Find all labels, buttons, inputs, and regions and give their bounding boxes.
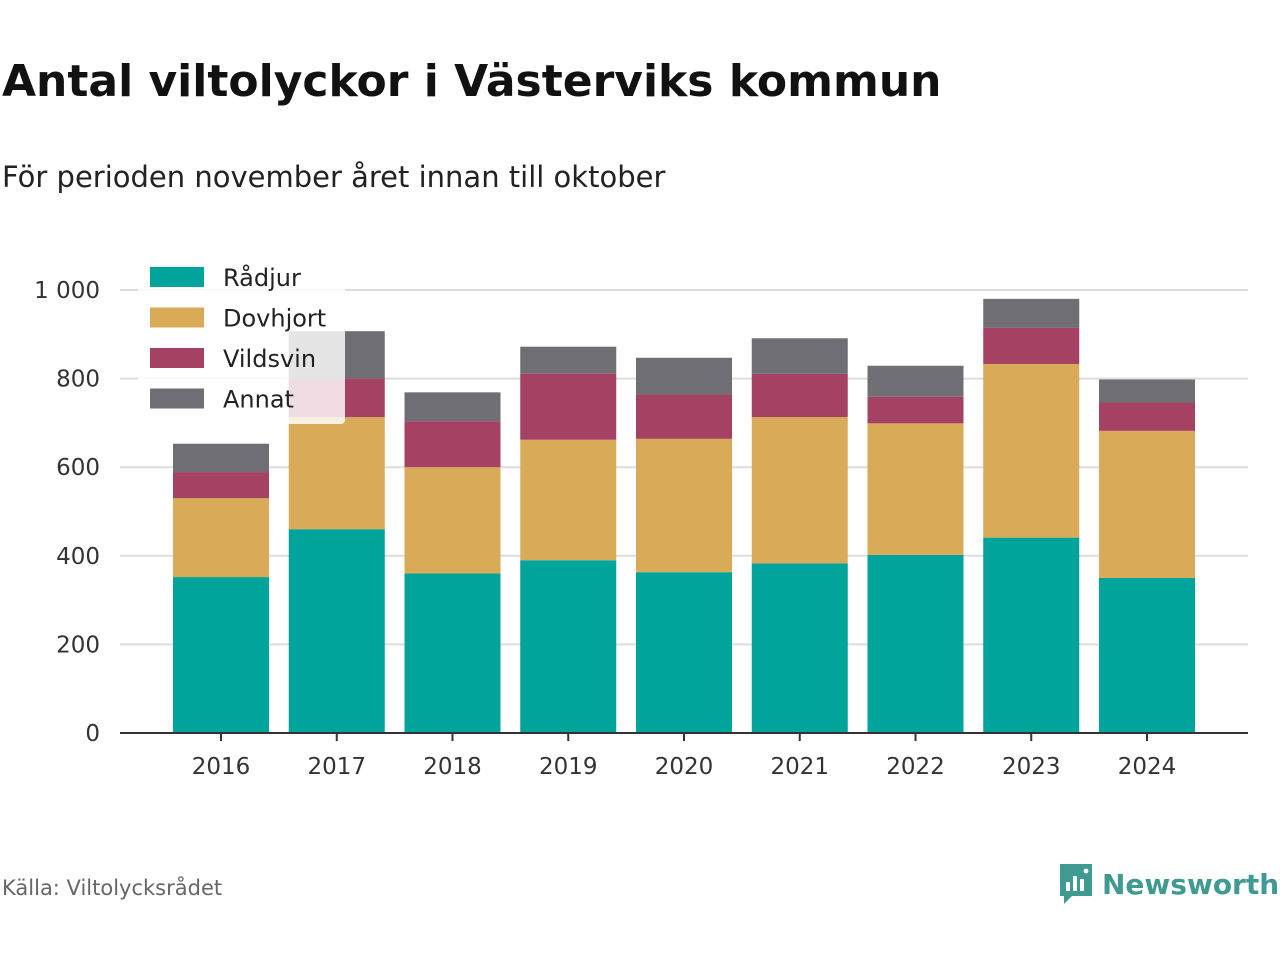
bar-vildsvin-2024: [1099, 402, 1195, 431]
bar-vildsvin-2018: [404, 421, 501, 468]
bar-dovhjort-2017: [288, 417, 385, 530]
chart-subtitle: För perioden november året innan till ok…: [2, 160, 666, 194]
bar-rådjur-2019: [520, 560, 617, 733]
y-tick-label: 800: [56, 367, 100, 393]
bar-rådjur-2018: [404, 573, 501, 733]
bar-vildsvin-2016: [173, 472, 269, 499]
bars: [173, 298, 1195, 733]
x-tick-label: 2022: [886, 754, 945, 780]
brand-name: Newsworthy: [1102, 867, 1280, 901]
bar-dovhjort-2018: [404, 467, 501, 574]
newsworthy-logo-icon: [1060, 864, 1092, 904]
bar-rådjur-2017: [288, 529, 385, 733]
bar-vildsvin-2022: [867, 396, 964, 424]
bar-dovhjort-2024: [1099, 430, 1195, 578]
bar-rådjur-2021: [751, 563, 848, 733]
bar-vildsvin-2023: [983, 327, 1080, 364]
x-tick-label: 2021: [770, 754, 829, 780]
legend-label: Rådjur: [223, 263, 301, 292]
bar-dovhjort-2019: [520, 439, 617, 561]
x-tick-label: 2017: [307, 754, 366, 780]
legend-label: Dovhjort: [223, 305, 326, 333]
legend-label: Annat: [223, 386, 294, 414]
y-tick-label: 0: [85, 721, 100, 747]
legend-swatch: [150, 388, 204, 409]
bar-vildsvin-2020: [636, 394, 732, 439]
y-tick-label: 400: [56, 544, 100, 570]
legend-swatch: [150, 348, 204, 368]
bar-dovhjort-2016: [173, 498, 269, 578]
y-tick-label: 600: [56, 455, 100, 481]
axes: 0 200 400 600 800 1 000 2016 2017 2018 2019 2020 20…: [34, 278, 1248, 780]
brand-logo: Newsworthy: [1058, 862, 1280, 906]
source-note: Källa: Viltolycksrådet: [2, 876, 223, 900]
bar-rådjur-2016: [173, 577, 269, 733]
bar-vildsvin-2019: [520, 373, 617, 440]
y-tick-label: 1 000: [34, 278, 100, 304]
bar-rådjur-2020: [636, 572, 732, 733]
x-tick-label: 2019: [539, 754, 598, 780]
y-tick-label: 200: [56, 632, 100, 658]
bar-rådjur-2024: [1099, 577, 1195, 733]
bar-dovhjort-2022: [867, 423, 964, 555]
bar-annat-2024: [1099, 379, 1195, 403]
bar-dovhjort-2023: [983, 363, 1080, 538]
bar-annat-2022: [867, 365, 964, 397]
x-tick-label: 2023: [1002, 754, 1061, 780]
chart-title: Antal viltolyckor i Västerviks kommun: [2, 56, 942, 107]
legend-swatch: [150, 267, 204, 287]
bar-annat-2018: [404, 392, 501, 422]
bar-annat-2020: [636, 357, 732, 395]
legend-background: [138, 260, 345, 424]
bar-annat-2023: [983, 298, 1080, 328]
bar-vildsvin-2021: [751, 373, 848, 418]
legend: Rådjur Dovhjort Vildsvin Annat: [138, 260, 345, 424]
bar-rådjur-2023: [983, 537, 1080, 733]
x-tick-label: 2020: [655, 754, 714, 780]
x-tick-label: 2018: [423, 754, 482, 780]
legend-label: Vildsvin: [223, 345, 316, 373]
bar-annat-2019: [520, 346, 617, 374]
bar-rådjur-2022: [867, 554, 964, 733]
bar-annat-2016: [173, 443, 269, 473]
bar-dovhjort-2021: [751, 417, 848, 564]
x-tick-label: 2016: [192, 754, 251, 780]
bar-dovhjort-2020: [636, 438, 732, 573]
legend-swatch: [150, 307, 204, 328]
bar-annat-2021: [751, 338, 848, 374]
x-tick-label: 2024: [1118, 754, 1177, 780]
